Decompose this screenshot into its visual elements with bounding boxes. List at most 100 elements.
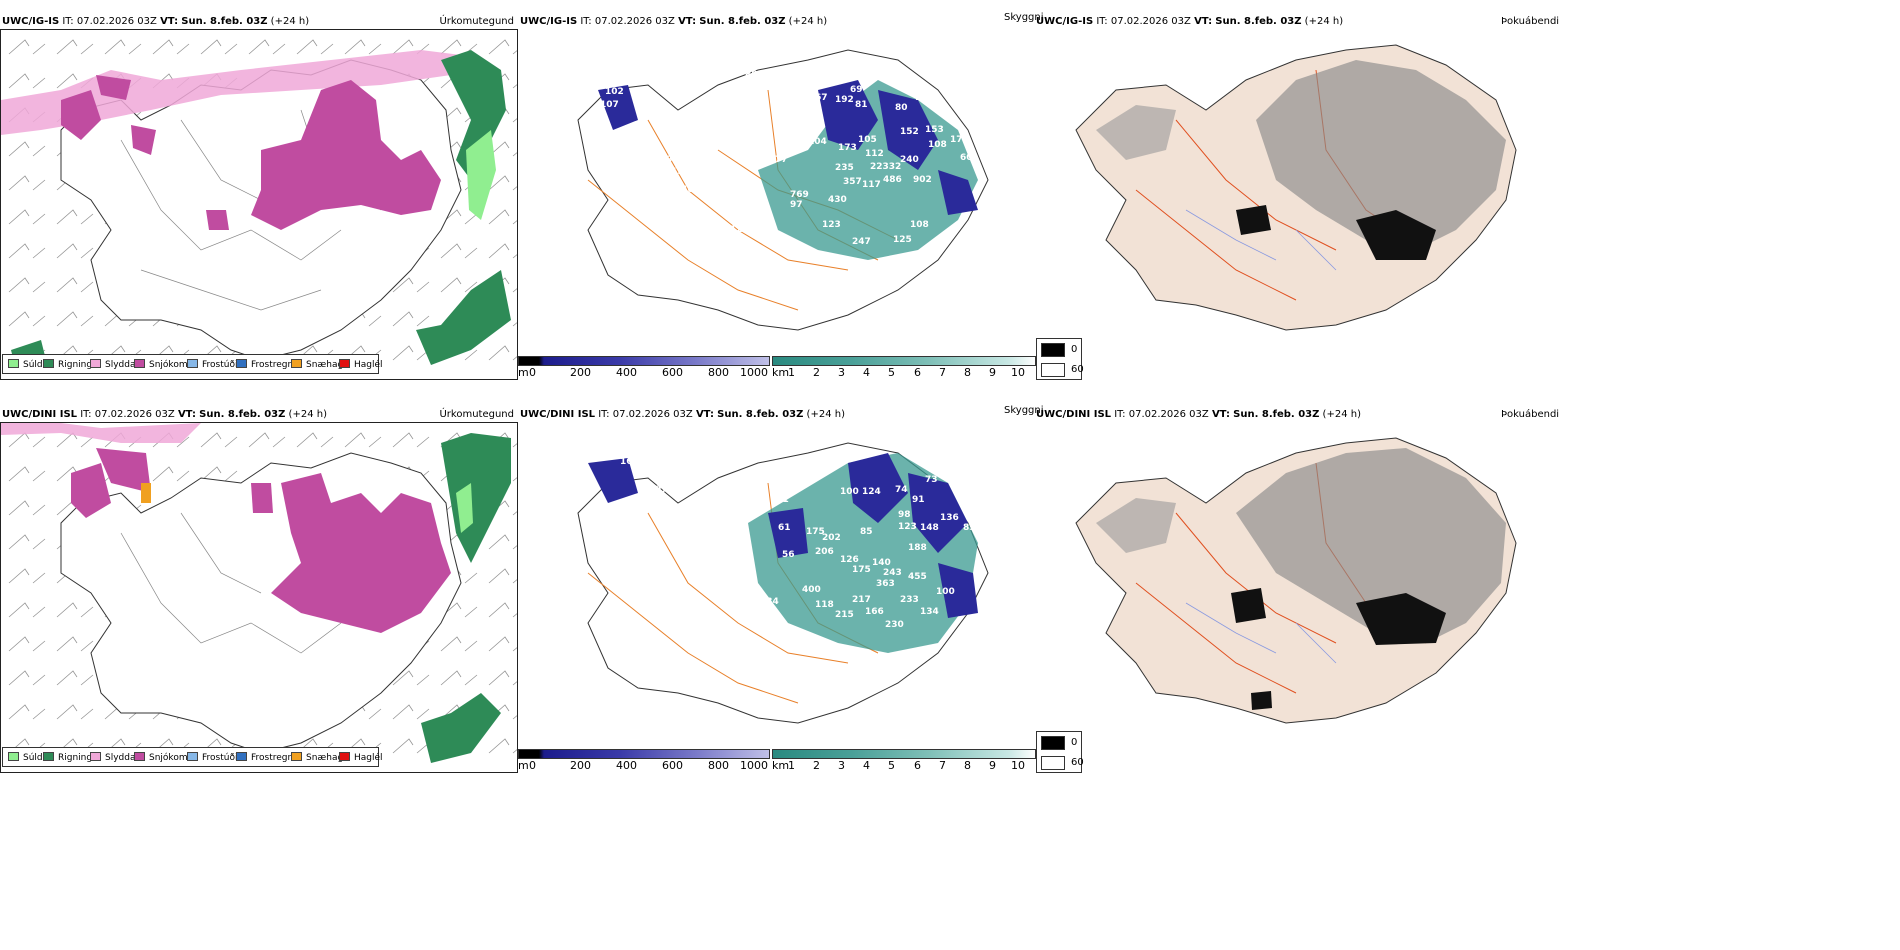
cloud-base-label: 173: [838, 143, 857, 153]
cloud-base-label: 100: [840, 487, 859, 497]
cloud-base-label: 217: [852, 595, 871, 605]
cloud-base-label: 188: [908, 543, 927, 553]
cloud-base-label: 455: [908, 572, 927, 582]
row2-visibility-title: Skyggni: [1004, 405, 1044, 416]
cloud-base-tick: 200: [570, 366, 591, 379]
cloud-base-label: 88: [745, 70, 758, 80]
cloud-base-label: 99: [710, 105, 723, 115]
drizzle-area: [466, 130, 496, 220]
legend-item-haglel: Haglél: [339, 359, 383, 371]
legend-item-frostudi: Frostúði: [187, 359, 237, 371]
cloud-base-label: 105: [858, 135, 877, 145]
cloud-base-tick: 800: [708, 366, 729, 379]
visibility-tick: 5: [888, 759, 895, 772]
cloud-base-label: 86: [640, 195, 653, 205]
cloud-base-label: 124: [862, 487, 881, 497]
cloud-base-label: 117: [675, 600, 694, 610]
cloudbase-area-3: [588, 458, 638, 503]
visibility-map-svg-2: [577, 442, 989, 724]
legend-item-snaehagl: Snæhagl: [291, 752, 346, 764]
cloud-base-label: 19: [660, 155, 673, 165]
cloud-base-label: 112: [798, 470, 817, 480]
visibility-tick: 3: [838, 366, 845, 379]
snow-area-1: [71, 463, 111, 518]
row2-precip-legend: Súld Rigning Slydda Snjókoma Frostúði Fr…: [2, 747, 383, 767]
visibility-tick: 10: [1011, 366, 1025, 379]
rain-area-2: [421, 693, 501, 763]
fog-legend-swatch-black: [1041, 736, 1065, 750]
fog-legend-label: 60: [1071, 757, 1084, 768]
visibility-tick: 9: [989, 366, 996, 379]
cloud-base-label: 56: [782, 550, 795, 560]
fog-legend-swatch-white: [1041, 363, 1065, 377]
cloud-base-label: 247: [852, 237, 871, 247]
cloud-base-label: 97: [655, 485, 668, 495]
fog-map-svg-2: [1075, 437, 1517, 724]
cloud-base-label: 240: [900, 155, 919, 165]
row2-precip-header: UWC/DINI ISL IT: 07.02.2026 03Z VT: Sun.…: [2, 409, 327, 420]
cloud-base-label: 902: [913, 175, 932, 185]
visibility-tick: 5: [888, 366, 895, 379]
cloud-base-label: 230: [885, 620, 904, 630]
visibility-unit-1: km: [772, 366, 790, 379]
row1-visibility-header: UWC/IG-IS IT: 07.02.2026 03Z VT: Sun. 8.…: [520, 16, 828, 27]
cloud-base-label: 357: [843, 177, 862, 187]
cloud-base-label: 101: [770, 495, 789, 505]
fog-legend-swatch-white: [1041, 756, 1065, 770]
cloud-base-tick: 400: [616, 759, 637, 772]
cloud-base-label: 202: [822, 533, 841, 543]
row2-fog-header: UWC/DINI ISL IT: 07.02.2026 03Z VT: Sun.…: [1036, 409, 1361, 420]
fog-legend-2: 0 60: [1036, 731, 1084, 773]
row1-precip-legend: Súld Rigning Slydda Snjókoma Frostúði Fr…: [2, 354, 383, 374]
cloud-base-label: 77: [775, 155, 788, 165]
visibility-tick: 10: [1011, 759, 1025, 772]
visibility-tick: 6: [914, 759, 921, 772]
cloud-base-label: 73: [925, 475, 938, 485]
cloud-base-label: 83: [963, 523, 976, 533]
fog-grey-area: [1256, 60, 1506, 250]
cloud-base-label: 486: [883, 175, 902, 185]
fog-grey-area-2: [1096, 498, 1176, 553]
visibility-tick: 3: [838, 759, 845, 772]
snow-area-1: [61, 90, 101, 140]
cloud-base-label: 206: [815, 547, 834, 557]
visibility-tick: 6: [914, 366, 921, 379]
visibility-map-svg-1: [577, 49, 989, 331]
visibility-tick: 8: [964, 366, 971, 379]
cloud-base-label: 123: [730, 225, 749, 235]
cloud-base-label: 176: [950, 135, 969, 145]
visibility-colorbar-2: [772, 749, 1036, 759]
cloud-base-label: 67: [815, 93, 828, 103]
cloud-base-label: 144: [620, 70, 639, 80]
legend-item-slydda: Slydda: [90, 752, 135, 764]
cloud-base-label: 61: [665, 180, 678, 190]
snow-area-2: [96, 448, 151, 493]
legend-item-haglel: Haglél: [339, 752, 383, 764]
snow-area-main: [271, 473, 451, 633]
cloud-base-label: 100: [936, 587, 955, 597]
cloudbase-area-2: [878, 90, 938, 170]
legend-item-rigning: Rigning: [43, 752, 92, 764]
cloud-base-label: 215: [835, 610, 854, 620]
row2-fog-title: Þokuábendi: [1501, 409, 1560, 420]
visibility-tick: 4: [863, 366, 870, 379]
cloud-base-label: 134: [760, 597, 779, 607]
fog-dark-area-1: [1356, 210, 1436, 260]
cloud-base-labels-row1: 144 93 88 102 107 19 113 56 61 99 86 69 …: [590, 65, 1010, 265]
fog-dark-area-2: [1236, 205, 1271, 235]
cloud-base-tick: 0: [529, 366, 536, 379]
cloud-base-label: 235: [835, 163, 854, 173]
snow-area-2: [96, 75, 131, 100]
legend-item-frostudi: Frostúði: [187, 752, 237, 764]
cloud-base-tick: 600: [662, 366, 683, 379]
row1-visibility-panel: UWC/IG-IS IT: 07.02.2026 03Z VT: Sun. 8.…: [518, 12, 1084, 380]
fog-dark-area-2: [1231, 588, 1266, 623]
row1-fog-header: UWC/IG-IS IT: 07.02.2026 03Z VT: Sun. 8.…: [1036, 16, 1344, 27]
rain-area-1: [441, 50, 506, 180]
cloud-base-label: 112: [865, 149, 884, 159]
fog-dark-area-1: [1356, 593, 1446, 645]
cloud-base-label: 56: [630, 185, 643, 195]
cloud-base-tick: 800: [708, 759, 729, 772]
cloud-base-label: 97: [790, 200, 803, 210]
cloud-base-colorbar-1: [518, 356, 770, 366]
